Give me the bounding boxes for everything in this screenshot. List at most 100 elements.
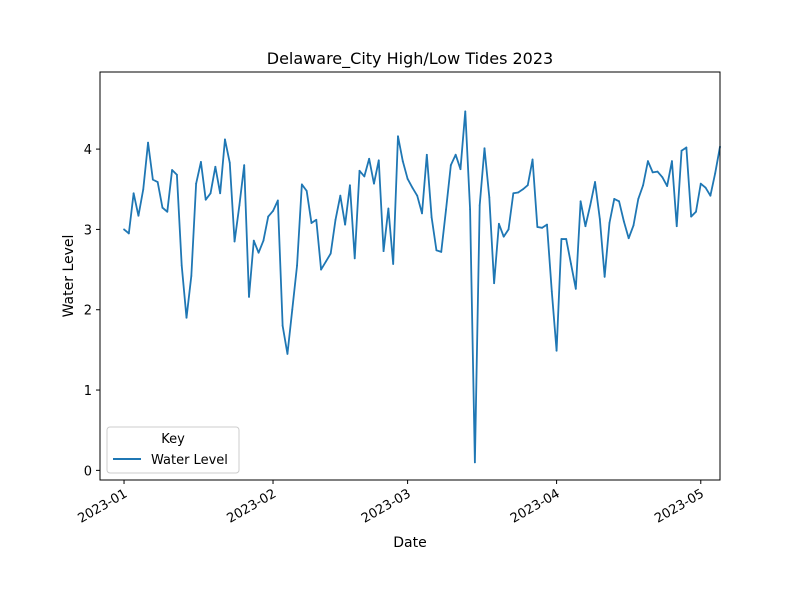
data-point <box>632 224 635 227</box>
data-point <box>238 204 241 207</box>
data-point <box>550 290 553 293</box>
x-axis-label: Date <box>393 535 426 551</box>
data-point <box>276 199 279 202</box>
data-point <box>358 169 361 172</box>
data-point <box>176 173 178 176</box>
data-point <box>123 228 125 231</box>
data-point <box>286 353 289 355</box>
data-point <box>262 239 265 242</box>
data-point <box>661 176 664 179</box>
data-point <box>233 240 236 243</box>
data-point <box>690 215 693 218</box>
data-point <box>656 170 659 173</box>
data-point <box>589 204 592 207</box>
data-point <box>190 275 193 277</box>
data-point <box>305 189 308 192</box>
data-point <box>300 183 303 186</box>
data-point <box>512 192 515 195</box>
data-point <box>709 194 712 197</box>
plot-area-frame <box>99 71 721 481</box>
data-point <box>315 218 318 221</box>
data-point <box>349 184 351 187</box>
data-point <box>291 308 294 311</box>
data-point <box>137 214 140 217</box>
data-point <box>147 141 149 144</box>
data-point <box>324 260 327 263</box>
data-point <box>430 216 433 219</box>
y-tick-label: 0 <box>84 464 92 479</box>
data-point <box>296 264 298 267</box>
data-point <box>488 196 491 199</box>
data-point <box>397 135 399 138</box>
data-point <box>200 161 202 163</box>
data-point <box>329 252 332 255</box>
data-point <box>195 182 198 185</box>
data-point <box>459 168 462 171</box>
data-point <box>425 153 428 156</box>
data-point <box>598 218 601 220</box>
data-point <box>344 223 347 226</box>
data-point <box>334 218 337 221</box>
data-point <box>339 194 342 197</box>
data-point <box>493 282 496 285</box>
y-tick-label: 1 <box>84 384 92 399</box>
data-point <box>454 153 457 156</box>
data-point <box>546 223 548 226</box>
data-point <box>411 186 414 189</box>
data-point <box>214 165 217 168</box>
y-tick-label: 4 <box>84 143 92 158</box>
data-point <box>387 207 390 210</box>
data-point <box>219 192 222 195</box>
data-point <box>127 232 130 235</box>
data-point <box>522 188 524 191</box>
legend-box <box>106 426 240 474</box>
data-point <box>618 200 620 203</box>
data-point <box>161 206 164 209</box>
legend-title: Key <box>161 432 185 447</box>
y-tick-label: 2 <box>84 304 92 319</box>
data-point <box>469 208 471 211</box>
data-point <box>416 194 419 197</box>
data-point <box>377 159 380 162</box>
data-point <box>613 198 616 200</box>
data-point <box>714 172 717 175</box>
data-point <box>243 164 246 167</box>
data-point <box>622 220 625 223</box>
data-point <box>267 215 270 218</box>
y-axis: 0 1 2 3 4 <box>84 143 100 479</box>
data-point <box>156 181 159 183</box>
data-point <box>531 158 534 161</box>
data-point <box>464 110 467 113</box>
data-point <box>445 208 447 211</box>
data-point <box>536 226 539 228</box>
data-point <box>353 257 356 260</box>
y-axis-label: Water Level <box>61 235 77 318</box>
data-point <box>248 295 250 298</box>
data-point <box>166 210 169 213</box>
data-point <box>252 239 255 242</box>
data-point <box>440 251 443 253</box>
data-point <box>209 192 212 195</box>
data-point <box>685 146 688 149</box>
data-point <box>180 264 183 267</box>
data-point <box>680 149 683 152</box>
legend: Key Water Level <box>106 426 240 474</box>
data-point <box>228 161 231 164</box>
data-point <box>392 263 395 265</box>
data-point <box>584 225 587 228</box>
data-point <box>637 198 640 200</box>
data-point <box>498 222 500 225</box>
data-point <box>257 251 260 254</box>
data-point <box>699 182 702 185</box>
data-point <box>483 147 486 150</box>
data-point <box>651 171 654 174</box>
data-point <box>435 249 438 252</box>
data-point <box>421 212 423 215</box>
data-point <box>142 188 145 191</box>
data-point <box>406 177 409 180</box>
data-point <box>647 160 649 163</box>
data-point <box>526 184 529 187</box>
data-point <box>382 250 385 253</box>
